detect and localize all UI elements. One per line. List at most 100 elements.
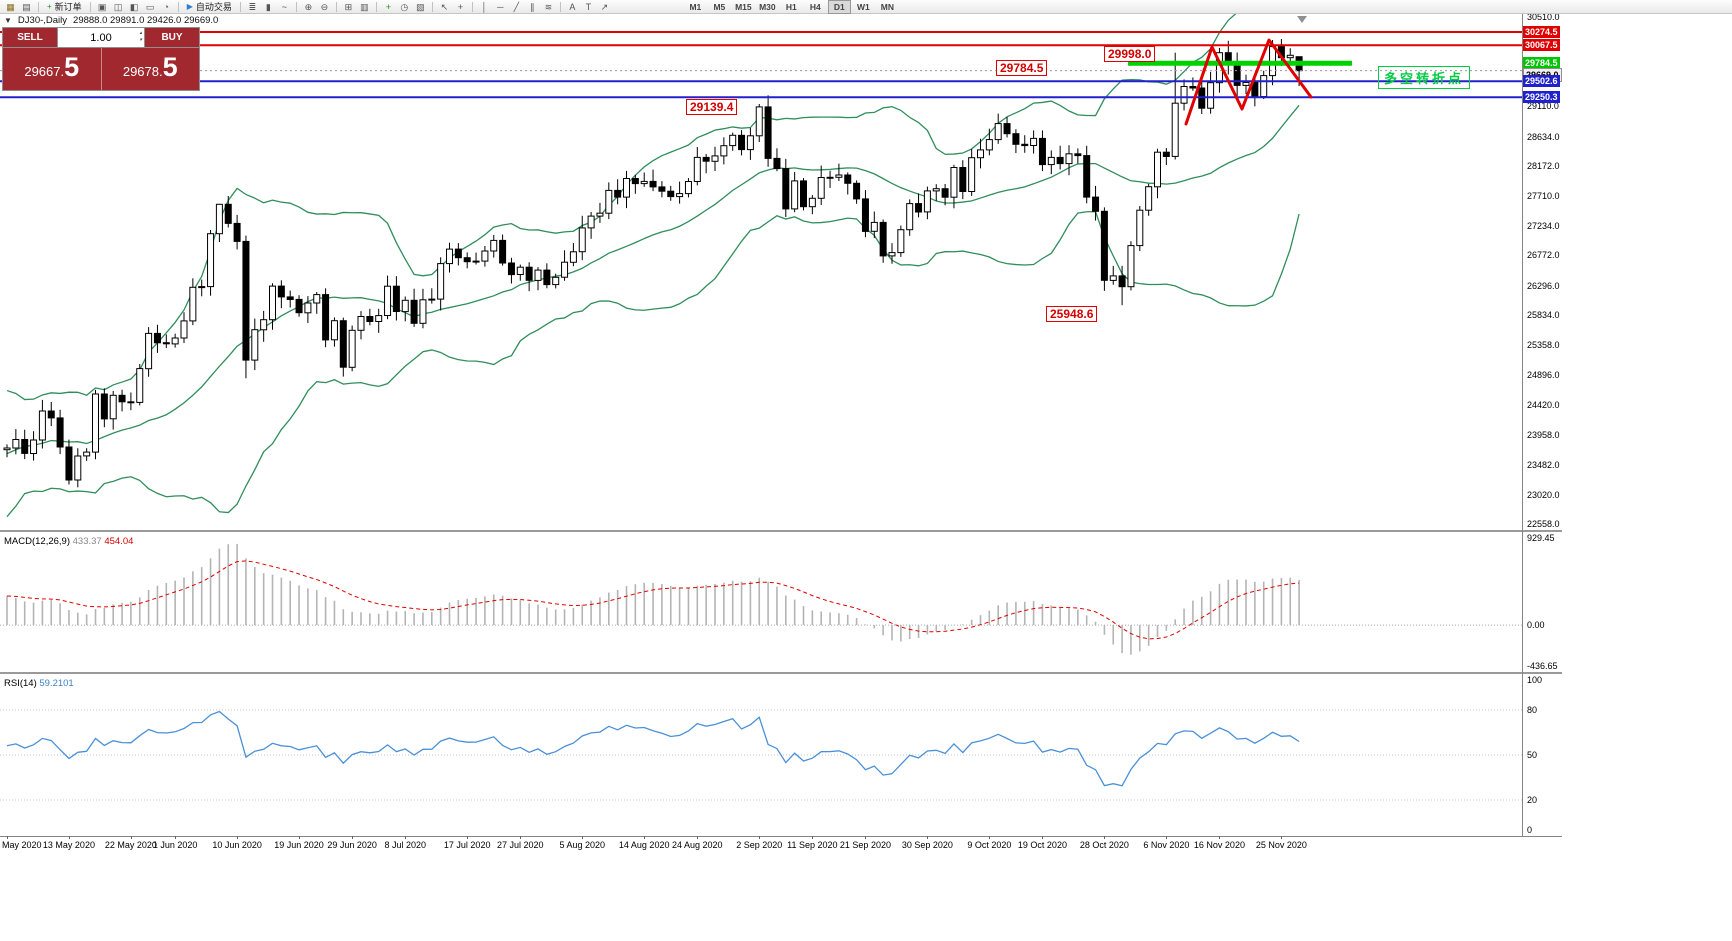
- price-tick: 27710.0: [1527, 190, 1560, 201]
- date-tick: [1219, 836, 1221, 839]
- timeframe-m5[interactable]: M5: [713, 1, 726, 12]
- timeframe-h1[interactable]: H1: [785, 1, 797, 12]
- bar-chart-icon[interactable]: ≣: [248, 1, 257, 12]
- date-tick: [927, 836, 929, 839]
- turning-point-label[interactable]: 多空转折点: [1378, 66, 1471, 89]
- auto-arrange-icon[interactable]: ▥: [360, 1, 369, 12]
- price-tick: 25358.0: [1527, 340, 1560, 351]
- text-label-icon[interactable]: T: [585, 1, 592, 12]
- navigator-icon[interactable]: ◧: [129, 1, 139, 12]
- crosshair-icon[interactable]: +: [457, 1, 463, 12]
- date-label: 21 Sep 2020: [839, 840, 891, 850]
- equidistant-channel-icon[interactable]: ∥: [530, 1, 535, 12]
- templates-icon[interactable]: ▧: [416, 1, 425, 12]
- macd-axis-tick: 929.45: [1527, 533, 1555, 543]
- macd-pane[interactable]: [0, 532, 1522, 672]
- one-click-toggle-icon[interactable]: ▼: [4, 16, 12, 25]
- strategy-tester-icon[interactable]: ◔: [163, 1, 169, 12]
- spin-up-icon[interactable]: ▴: [139, 30, 142, 36]
- horizontal-line-icon[interactable]: ─: [497, 1, 504, 12]
- timeframe-d1[interactable]: D1: [827, 0, 851, 14]
- macd-name: MACD(12,26,9): [4, 536, 70, 547]
- toolbar-separator: [431, 1, 433, 12]
- macd-label: MACD(12,26,9) 433.37 454.04: [4, 536, 133, 547]
- price-badge: 29502.6: [1523, 75, 1560, 88]
- trendline-icon[interactable]: ╱: [513, 1, 520, 12]
- timeframe-m30[interactable]: M30: [759, 1, 776, 12]
- date-label: 10 Jun 2020: [212, 840, 262, 850]
- price-annotation[interactable]: 29998.0: [1104, 46, 1156, 62]
- price-annotation[interactable]: 25948.6: [1046, 306, 1098, 322]
- date-tick: [644, 836, 646, 839]
- price-chart[interactable]: [0, 14, 1522, 530]
- sell-price-button[interactable]: 29667. 5: [3, 48, 102, 90]
- timeframe-m1[interactable]: M1: [689, 1, 702, 12]
- date-label: 16 Nov 2020: [1193, 840, 1245, 850]
- spin-down-icon[interactable]: ▾: [139, 37, 142, 43]
- price-axis[interactable]: 30510.0 29110.0 28634.0 28172.0 27710.0 27234…: [1522, 0, 1566, 850]
- price-badge: 30274.5: [1523, 26, 1560, 38]
- price-tick: 28172.0: [1527, 161, 1560, 172]
- market-watch-icon[interactable]: ▣: [97, 1, 107, 12]
- cursor-icon[interactable]: ↖: [440, 1, 449, 12]
- pane-separator[interactable]: [0, 530, 1562, 532]
- date-label: May 2020: [2, 840, 42, 850]
- text-icon[interactable]: A: [569, 1, 576, 12]
- macd-axis-tick: -436.65: [1527, 661, 1558, 671]
- zoom-out-icon[interactable]: ⊖: [320, 1, 329, 12]
- timeframe-w1[interactable]: W1: [856, 1, 870, 12]
- buy-price-button[interactable]: 29678. 5: [122, 52, 178, 82]
- date-label: 6 Nov 2020: [1143, 840, 1190, 850]
- toolbar-separator: [239, 1, 241, 12]
- line-chart-icon[interactable]: ~: [281, 1, 287, 12]
- buy-button[interactable]: BUY: [145, 28, 199, 47]
- price-annotation[interactable]: 29784.5: [996, 60, 1048, 76]
- new-chart-icon[interactable]: ▦: [6, 1, 15, 12]
- date-tick: [467, 836, 469, 839]
- volume-input[interactable]: 1.00 ▴ ▾: [57, 28, 145, 47]
- price-tick: 24896.0: [1527, 369, 1560, 380]
- chart-ohlc-values: 29888.0 29891.0 29426.0 29669.0: [73, 15, 219, 26]
- price-badge: 29250.3: [1523, 91, 1560, 104]
- terminal-icon[interactable]: ▭: [145, 1, 155, 12]
- price-annotation[interactable]: 29139.4: [686, 99, 738, 115]
- volume-spinner[interactable]: ▴ ▾: [139, 30, 142, 44]
- toolbar-separator: [559, 1, 561, 12]
- rsi-pane[interactable]: [0, 674, 1522, 836]
- rsi-label: RSI(14) 59.2101: [4, 678, 74, 689]
- date-label: 24 Aug 2020: [672, 840, 723, 850]
- date-tick: [130, 836, 132, 839]
- toolbar-separator: [38, 1, 39, 12]
- profiles-icon[interactable]: ▤: [22, 1, 31, 12]
- price-axis-border: [1522, 14, 1523, 836]
- new-order-button[interactable]: + 新订单: [43, 1, 86, 13]
- time-axis[interactable]: May 2020 13 May 2020 22 May 2020 1 Jun 2020…: [0, 836, 1522, 852]
- pane-separator[interactable]: [0, 672, 1562, 674]
- sell-button[interactable]: SELL: [3, 28, 57, 47]
- zoom-in-icon[interactable]: ⊕: [304, 1, 313, 12]
- price-tick: 27234.0: [1527, 220, 1560, 231]
- rsi-axis-tick: 0: [1527, 825, 1533, 835]
- timeframe-m15[interactable]: M15: [735, 1, 752, 12]
- date-label: 14 Aug 2020: [618, 840, 670, 850]
- arrows-icon[interactable]: ↗: [600, 1, 609, 12]
- autotrade-button[interactable]: ▶ 自动交易: [183, 1, 236, 13]
- periods-icon[interactable]: ◷: [400, 1, 409, 12]
- data-window-icon[interactable]: ◫: [113, 1, 123, 12]
- toolbar: ▦ ▤ + 新订单 ▣ ◫ ◧ ▭ ◔ ▶ 自动交易 ≣ ▮ ~ ⊕ ⊖ ⊞ ▥ + ◷ ▧ ↖ + │ ─ ╱ ∥ ≋ A T ↗ M1 M5…: [0, 0, 1732, 14]
- time-axis-border: [0, 836, 1562, 837]
- date-label: 27 Jul 2020: [497, 840, 544, 850]
- candlestick-icon[interactable]: ▮: [265, 1, 271, 12]
- tile-windows-icon[interactable]: ⊞: [344, 1, 353, 12]
- date-label: 22 May 2020: [104, 840, 157, 850]
- date-tick: [1166, 836, 1168, 839]
- timeframe-h4[interactable]: H4: [809, 1, 821, 12]
- vertical-line-icon[interactable]: │: [481, 1, 488, 12]
- indicators-icon[interactable]: +: [385, 1, 391, 12]
- price-badge: 29784.5: [1523, 57, 1560, 70]
- fibonacci-icon[interactable]: ≋: [544, 1, 553, 12]
- price-tick: 28634.0: [1527, 131, 1560, 142]
- toolbar-separator: [295, 1, 297, 12]
- date-tick: [299, 836, 301, 839]
- timeframe-mn[interactable]: MN: [880, 1, 894, 12]
